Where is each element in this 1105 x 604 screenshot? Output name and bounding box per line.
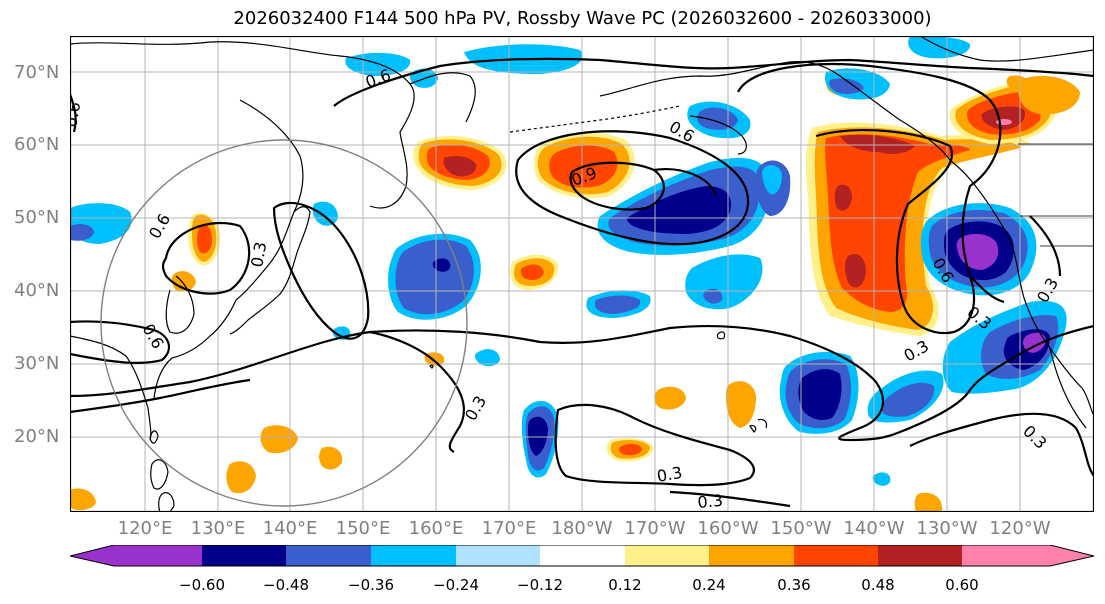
lon-label-120e: 120°E (117, 518, 173, 539)
lon-label-170w: 170°W (624, 518, 686, 539)
colorbar-cell (878, 545, 962, 566)
colorbar-tick-label: −0.12 (517, 576, 563, 594)
range-ring (100, 139, 468, 507)
pv-map[interactable]: 0.6 0.6 0.6 0.9 0.6 0.6 0.6 0.3 0.3 0.3 … (70, 36, 1094, 512)
map-frame (70, 36, 1094, 512)
lon-label-150w: 150°W (770, 518, 832, 539)
colorbar-cell (794, 545, 878, 566)
colorbar-tick-label: −0.24 (433, 576, 479, 594)
pv-shading (70, 36, 1080, 512)
lon-label-130e: 130°E (190, 518, 246, 539)
contour-label: 0.3 (697, 491, 724, 512)
lon-label-140w: 140°W (843, 518, 905, 539)
lon-label-160w: 160°W (697, 518, 759, 539)
colorbar-cell (70, 545, 202, 566)
contour-label: 0.6 (70, 100, 84, 128)
lat-label-20n: 20°N (14, 426, 60, 447)
coastlines (70, 36, 1094, 512)
colorbar-tick-label: 0.36 (777, 576, 811, 594)
colorbar-cell (962, 545, 1094, 566)
contour-label-group: 0.6 0.6 0.6 0.9 0.6 0.6 0.6 0.3 0.3 0.3 … (70, 65, 1062, 512)
colorbar (70, 545, 1094, 567)
lon-label-120w: 120°W (989, 518, 1051, 539)
contour-label: 0.3 (247, 240, 270, 268)
lat-label-50n: 50°N (14, 207, 60, 228)
colorbar-tick-label: 0.48 (861, 576, 895, 594)
lon-label-150e: 150°E (335, 518, 391, 539)
colorbar-cell (625, 545, 709, 566)
colorbar-cell (202, 545, 286, 566)
lat-label-60n: 60°N (14, 134, 60, 155)
lon-label-170e: 170°E (481, 518, 537, 539)
colorbar-tick-label: −0.36 (348, 576, 394, 594)
graticule (70, 36, 1094, 512)
lon-label-180w: 180°W (551, 518, 613, 539)
lat-label-70n: 70°N (14, 62, 60, 83)
colorbar-tick-label: 0.12 (608, 576, 642, 594)
colorbar-cell (456, 545, 540, 566)
lon-label-160e: 160°E (408, 518, 464, 539)
colorbar-outline (70, 545, 1094, 567)
lon-label-130w: 130°W (916, 518, 978, 539)
contour-label: 0.3 (655, 463, 683, 486)
pv-contours (70, 57, 1094, 508)
lon-label-140e: 140°E (262, 518, 318, 539)
colorbar-cell (371, 545, 456, 566)
colorbar-tick-label: 0.60 (945, 576, 979, 594)
colorbar-tick-label: −0.60 (179, 576, 225, 594)
lat-label-40n: 40°N (14, 280, 60, 301)
colorbar-tick-label: 0.24 (692, 576, 726, 594)
colorbar-tick-label: −0.48 (263, 576, 309, 594)
lat-label-30n: 30°N (14, 353, 60, 374)
colorbar-cell (540, 545, 625, 566)
map-title: 2026032400 F144 500 hPa PV, Rossby Wave … (233, 8, 932, 29)
colorbar-cell (709, 545, 794, 566)
colorbar-cell (286, 545, 371, 566)
